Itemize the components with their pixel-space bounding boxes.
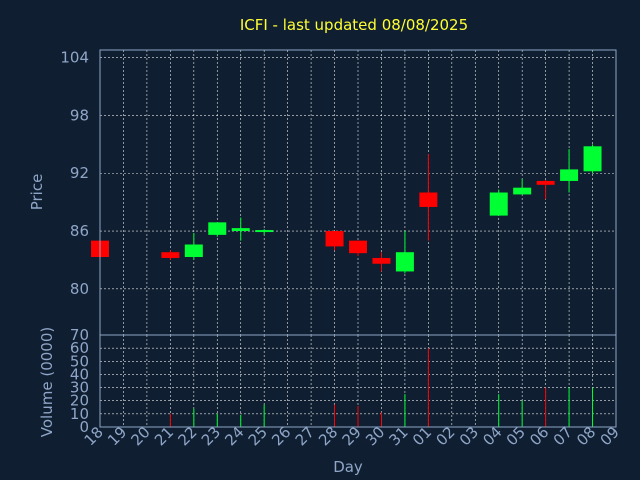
candle-body	[513, 187, 532, 195]
volume-tick-label: 30	[70, 379, 89, 397]
candle-series	[91, 144, 602, 274]
candle-body	[255, 230, 274, 233]
volume-tick-label: 50	[70, 352, 89, 370]
price-tick-label: 80	[70, 280, 89, 298]
candle-body	[536, 180, 555, 185]
candle-body	[372, 257, 391, 264]
price-panel-frame	[99, 49, 617, 336]
candle-body	[419, 192, 438, 207]
price-tick-label: 104	[60, 49, 89, 67]
price-grid	[100, 50, 616, 335]
price-tick-label: 98	[70, 106, 89, 124]
volume-tick-label: 60	[70, 339, 89, 357]
candle-body	[560, 169, 579, 181]
candle-body	[231, 228, 250, 232]
volume-tick-label: 10	[70, 405, 89, 423]
price-tick-label: 86	[70, 222, 89, 240]
candle-body	[583, 146, 602, 172]
volume-tick-label: 20	[70, 392, 89, 410]
volume-panel-frame	[99, 334, 617, 428]
volume-tick-label: 0	[79, 418, 89, 436]
candle-body	[349, 240, 367, 254]
x-axis-label: Day	[333, 458, 363, 476]
price-axis-label: Price	[28, 174, 46, 211]
candle-body	[395, 252, 414, 272]
volume-tick-label: 70	[70, 326, 89, 344]
price-tick-labels: 80 86 92 98 104	[60, 49, 89, 298]
candle-body	[489, 192, 508, 216]
candle-body	[184, 244, 203, 258]
price-tick-label: 92	[70, 164, 89, 182]
x-tick-labels: 1819202122232425262728293031010203040506…	[81, 423, 623, 449]
chart-title: ICFI - last updated 08/08/2025	[240, 16, 468, 34]
volume-axis-label: Volume (0000)	[38, 327, 56, 437]
volume-tick-label: 40	[70, 365, 89, 383]
candle-body	[208, 222, 227, 235]
volume-series	[169, 348, 594, 427]
candle-body	[325, 231, 344, 247]
candle-body	[161, 252, 180, 258]
